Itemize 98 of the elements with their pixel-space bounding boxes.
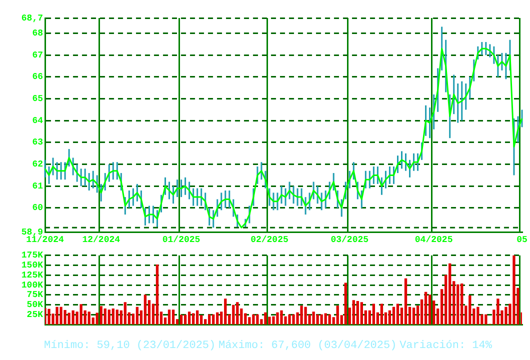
bar <box>320 314 323 325</box>
bar <box>248 317 251 325</box>
y-tick-label: 58,9 <box>21 227 43 238</box>
bar <box>468 295 472 325</box>
y-tick-label: 75K <box>26 290 44 300</box>
y-tick-label: 65 <box>32 94 43 104</box>
bar <box>48 308 50 325</box>
bar <box>216 312 219 325</box>
bar <box>264 312 267 325</box>
bar <box>356 300 359 325</box>
bar <box>352 300 355 325</box>
y-tick-label: 64 <box>32 116 44 126</box>
bar <box>56 306 58 325</box>
bar <box>256 314 259 325</box>
bar <box>312 312 315 325</box>
y-tick-label: 68,7 <box>21 13 43 24</box>
x-tick-label: 11/2024 <box>26 234 64 245</box>
bar <box>80 304 82 325</box>
bar <box>360 302 363 325</box>
x-tick-label: 12/2024 <box>82 234 121 245</box>
bar <box>496 298 500 325</box>
y-tick-label: 100K <box>21 280 44 290</box>
y-tick-label: 62 <box>32 160 43 170</box>
y-tick-label: 175K <box>21 250 44 261</box>
y-tick-label: 61 <box>32 181 44 192</box>
bar <box>192 313 195 325</box>
bar <box>124 302 126 325</box>
bar <box>108 310 110 325</box>
bar <box>104 308 106 325</box>
text: Variación: 14% <box>400 340 492 352</box>
bar <box>144 294 147 325</box>
bar <box>196 310 199 325</box>
x-tick-label: 03/2025 <box>330 234 369 245</box>
text: Máximo: 67,600 (03/04/2025) <box>218 340 397 352</box>
bar <box>168 310 171 325</box>
bar <box>476 306 480 325</box>
x-tick-label: 01/2025 <box>162 234 200 245</box>
bar <box>316 314 319 325</box>
x-tick-label: 05 <box>516 234 528 245</box>
bar <box>172 310 175 325</box>
bar <box>208 314 211 325</box>
x-tick-label: 02/2025 <box>250 234 288 245</box>
bar <box>288 314 291 325</box>
bar <box>324 313 327 325</box>
bar <box>292 314 295 325</box>
bar <box>116 310 118 325</box>
y-tick-label: 67 <box>32 50 43 60</box>
bar <box>252 314 255 325</box>
y-tick-label: 66 <box>32 72 43 82</box>
bar <box>60 306 62 325</box>
y-tick-label: 68 <box>32 28 43 39</box>
bar <box>64 310 66 325</box>
y-tick-label: 60 <box>32 203 43 214</box>
bar <box>328 314 331 325</box>
bar <box>412 308 416 325</box>
bar <box>388 310 392 325</box>
bar <box>484 314 488 325</box>
bar <box>156 264 159 325</box>
y-tick-label: 125K <box>21 270 44 280</box>
bar <box>272 316 275 325</box>
bar <box>448 263 452 325</box>
y-tick-label: 150K <box>21 260 44 271</box>
bar <box>188 312 191 325</box>
bar <box>136 306 139 325</box>
x-tick-label: 04/2025 <box>414 234 453 245</box>
bar <box>184 314 187 325</box>
bar <box>304 306 307 325</box>
bar <box>460 284 464 325</box>
bar <box>268 316 271 325</box>
bar <box>276 312 279 325</box>
bar <box>396 304 400 325</box>
bar <box>428 294 432 325</box>
bar <box>380 304 384 325</box>
bar <box>336 306 339 325</box>
bar <box>456 284 460 325</box>
bar <box>344 282 347 325</box>
y-tick-label: 50K <box>26 300 44 310</box>
y-tick-label: 25K <box>26 310 44 320</box>
y-tick-label: 63 <box>32 138 43 148</box>
bar <box>392 306 396 325</box>
bar <box>236 302 239 325</box>
bar <box>232 304 235 325</box>
bar <box>212 314 215 325</box>
bar <box>88 312 90 325</box>
bar <box>100 306 102 325</box>
bar <box>112 308 114 325</box>
bar <box>68 312 70 325</box>
bar <box>372 304 376 325</box>
bar <box>300 306 303 325</box>
bar <box>512 255 516 325</box>
bar <box>404 278 408 325</box>
bar <box>180 314 183 325</box>
bar <box>224 298 227 325</box>
bar <box>504 306 508 325</box>
text: Mínimo: 59,10 (23/01/2025) <box>44 340 216 352</box>
bar <box>280 310 283 325</box>
bar <box>72 310 74 325</box>
bar <box>424 292 428 325</box>
